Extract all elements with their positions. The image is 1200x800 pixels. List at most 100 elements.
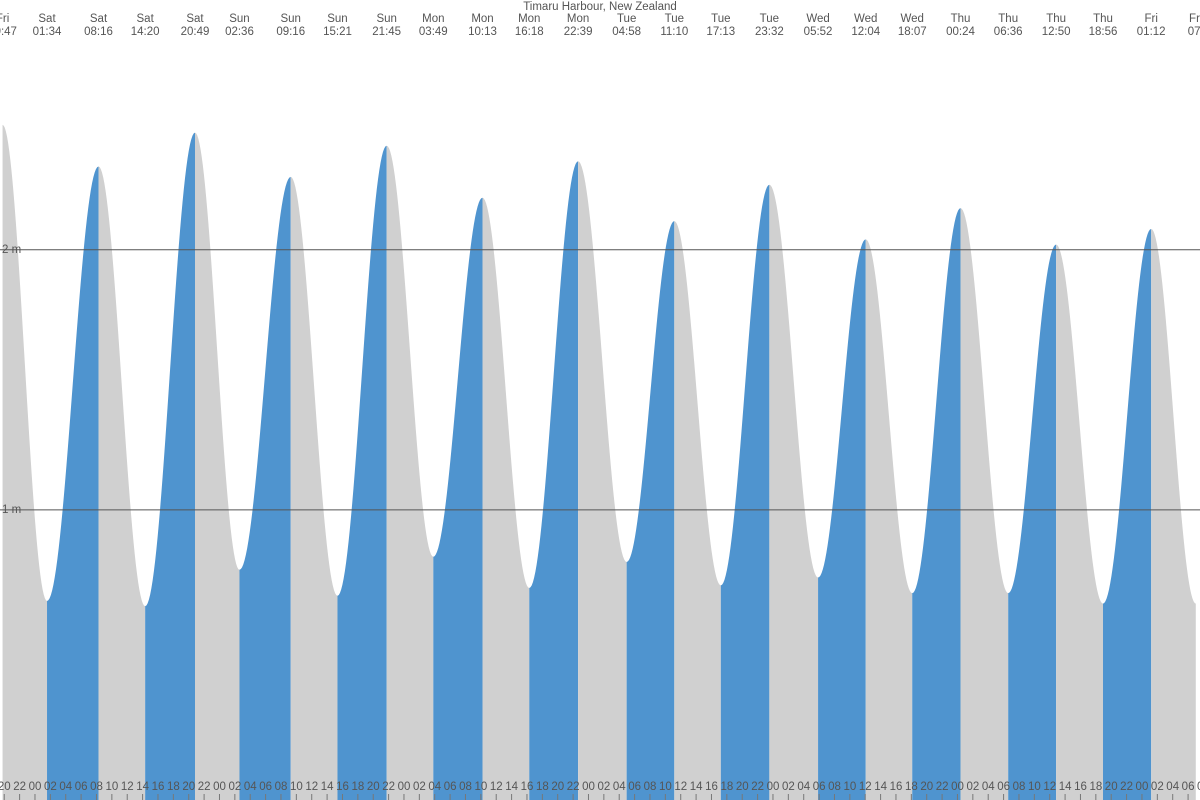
extreme-day: Sat xyxy=(186,13,204,25)
x-tick-label: 08 xyxy=(644,781,657,793)
x-tick-label: 12 xyxy=(121,781,134,793)
extreme-time: 15:21 xyxy=(323,26,352,38)
x-tick-label: 10 xyxy=(105,781,118,793)
x-tick-label: 10 xyxy=(1028,781,1041,793)
extreme-time: 08:16 xyxy=(84,26,113,38)
x-tick-label: 22 xyxy=(936,781,949,793)
x-tick-label: 18 xyxy=(167,781,180,793)
extreme-time: 18:56 xyxy=(1089,26,1118,38)
extreme-day: Fri xyxy=(0,13,9,25)
extreme-day: Tue xyxy=(665,13,684,25)
extreme-day: Wed xyxy=(901,13,924,25)
x-tick-label: 02 xyxy=(1151,781,1164,793)
extreme-time: 06:36 xyxy=(994,26,1023,38)
extreme-time: 10:13 xyxy=(468,26,497,38)
extreme-time: 11:10 xyxy=(660,26,688,38)
extreme-time: 12:50 xyxy=(1042,26,1071,38)
extreme-day: Sat xyxy=(90,13,108,25)
extreme-day: Thu xyxy=(1093,13,1113,25)
extreme-time: 04:58 xyxy=(612,26,641,38)
x-tick-label: 02 xyxy=(44,781,57,793)
extreme-time: 01:12 xyxy=(1137,26,1166,38)
rising-tide xyxy=(433,197,483,800)
x-tick-label: 18 xyxy=(1089,781,1102,793)
extreme-time: 20:49 xyxy=(181,26,210,38)
extreme-day: Sat xyxy=(38,13,56,25)
x-tick-label: 16 xyxy=(521,781,534,793)
falling-tide xyxy=(960,208,1009,800)
x-tick-label: 04 xyxy=(428,781,441,793)
x-tick-label: 00 xyxy=(29,781,42,793)
rising-tide xyxy=(720,184,770,800)
extreme-day: Mon xyxy=(471,13,493,25)
extreme-day: Sun xyxy=(280,13,300,25)
extreme-time: 14:20 xyxy=(131,26,160,38)
rising-tide xyxy=(529,161,579,800)
x-tick-label: 04 xyxy=(797,781,810,793)
x-tick-label: 10 xyxy=(843,781,856,793)
extreme-time: 23:32 xyxy=(755,26,784,38)
falling-tide xyxy=(290,176,338,800)
x-tick-label: 00 xyxy=(213,781,226,793)
extreme-day: Tue xyxy=(711,13,730,25)
extreme-time: 07: xyxy=(1188,26,1200,38)
extreme-day: Fri xyxy=(1189,13,1200,25)
x-tick-label: 14 xyxy=(136,781,149,793)
extreme-time: 22:39 xyxy=(564,26,593,38)
extreme-day: Thu xyxy=(998,13,1018,25)
x-tick-label: 06 xyxy=(259,781,272,793)
rising-tide xyxy=(337,145,387,800)
extreme-time: 12:04 xyxy=(851,26,880,38)
extreme-day: Mon xyxy=(518,13,540,25)
x-tick-label: 18 xyxy=(536,781,549,793)
extreme-time: 19:47 xyxy=(0,26,17,38)
x-tick-label: 20 xyxy=(182,781,195,793)
extreme-day: Mon xyxy=(567,13,589,25)
x-tick-label: 10 xyxy=(290,781,303,793)
rising-tide xyxy=(818,239,866,800)
x-tick-label: 22 xyxy=(1120,781,1133,793)
x-tick-label: 16 xyxy=(705,781,718,793)
extreme-time: 00:24 xyxy=(946,26,975,38)
x-tick-label: 08 xyxy=(275,781,288,793)
extreme-day: Mon xyxy=(422,13,444,25)
x-tick-label: 20 xyxy=(0,781,11,793)
x-tick-label: 00 xyxy=(767,781,780,793)
rising-tide xyxy=(145,132,196,800)
falling-tide xyxy=(482,197,530,800)
x-tick-label: 12 xyxy=(859,781,872,793)
extreme-day: Wed xyxy=(854,13,877,25)
falling-tide xyxy=(674,221,721,800)
x-tick-label: 14 xyxy=(321,781,334,793)
x-tick-label: 18 xyxy=(720,781,733,793)
x-tick-label: 08 xyxy=(1197,781,1200,793)
falling-tide xyxy=(578,161,627,800)
extreme-day: Tue xyxy=(760,13,779,25)
x-tick-label: 08 xyxy=(828,781,841,793)
falling-tide xyxy=(2,124,48,800)
x-tick-label: 14 xyxy=(690,781,703,793)
rising-tide xyxy=(912,208,961,800)
x-tick-label: 12 xyxy=(490,781,503,793)
falling-tide xyxy=(195,132,240,800)
x-tick-label: 08 xyxy=(459,781,472,793)
extreme-day: Fri xyxy=(1144,13,1157,25)
x-tick-label: 06 xyxy=(813,781,826,793)
falling-tide xyxy=(1151,228,1196,800)
x-tick-label: 22 xyxy=(567,781,580,793)
x-tick-label: 22 xyxy=(13,781,26,793)
extreme-time: 05:52 xyxy=(804,26,833,38)
x-tick-label: 06 xyxy=(75,781,88,793)
x-tick-label: 08 xyxy=(90,781,103,793)
x-tick-label: 20 xyxy=(551,781,564,793)
falling-tide xyxy=(769,184,819,800)
x-tick-label: 10 xyxy=(474,781,487,793)
rising-tide xyxy=(626,221,675,800)
extreme-time: 21:45 xyxy=(372,26,401,38)
falling-tide xyxy=(865,239,913,800)
extreme-time: 09:16 xyxy=(276,26,305,38)
x-tick-label: 08 xyxy=(1013,781,1026,793)
x-tick-label: 06 xyxy=(997,781,1010,793)
x-tick-label: 06 xyxy=(444,781,457,793)
x-tick-label: 06 xyxy=(628,781,641,793)
